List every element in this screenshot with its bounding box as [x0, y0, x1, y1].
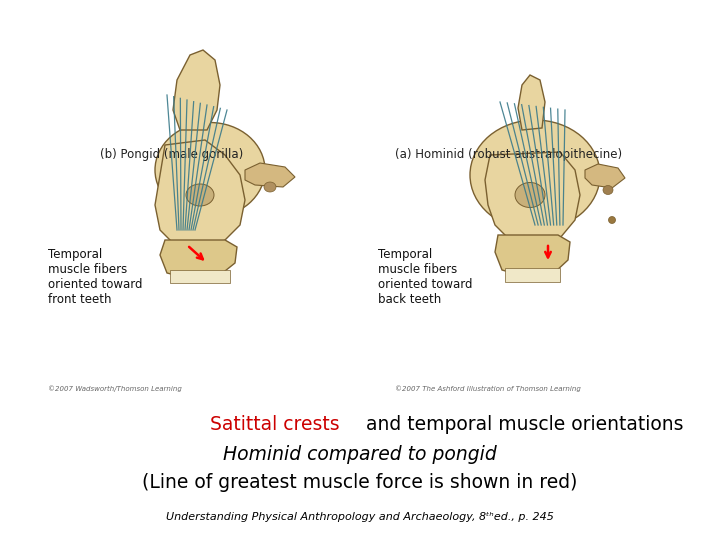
Text: (b) Pongid (male gorilla): (b) Pongid (male gorilla) — [100, 148, 243, 161]
Polygon shape — [485, 152, 580, 245]
Ellipse shape — [155, 123, 265, 218]
Polygon shape — [518, 75, 545, 130]
Polygon shape — [155, 140, 245, 250]
Text: ©2007 Wadsworth/Thomson Learning: ©2007 Wadsworth/Thomson Learning — [48, 385, 182, 392]
Polygon shape — [173, 50, 220, 130]
Ellipse shape — [186, 184, 214, 206]
Text: ©2007 The Ashford Illustration of Thomson Learning: ©2007 The Ashford Illustration of Thomso… — [395, 385, 581, 392]
Ellipse shape — [470, 120, 600, 230]
Polygon shape — [170, 270, 230, 283]
Text: Temporal
muscle fibers
oriented toward
back teeth: Temporal muscle fibers oriented toward b… — [378, 248, 472, 306]
Text: (a) Hominid (robust australopithecine): (a) Hominid (robust australopithecine) — [395, 148, 622, 161]
Polygon shape — [495, 235, 570, 278]
Polygon shape — [585, 164, 625, 188]
Text: and temporal muscle orientations: and temporal muscle orientations — [360, 415, 683, 434]
Polygon shape — [160, 240, 237, 280]
Text: Hominid compared to pongid: Hominid compared to pongid — [223, 445, 497, 464]
Text: Understanding Physical Anthropology and Archaeology, 8ᵗʰed., p. 245: Understanding Physical Anthropology and … — [166, 512, 554, 522]
Ellipse shape — [603, 186, 613, 194]
Text: Temporal
muscle fibers
oriented toward
front teeth: Temporal muscle fibers oriented toward f… — [48, 248, 143, 306]
Polygon shape — [505, 268, 560, 282]
Ellipse shape — [264, 182, 276, 192]
Ellipse shape — [608, 217, 616, 224]
Polygon shape — [245, 163, 295, 187]
Ellipse shape — [515, 183, 545, 207]
Text: (Line of greatest muscle force is shown in red): (Line of greatest muscle force is shown … — [143, 473, 577, 492]
Text: Satittal crests: Satittal crests — [210, 415, 340, 434]
